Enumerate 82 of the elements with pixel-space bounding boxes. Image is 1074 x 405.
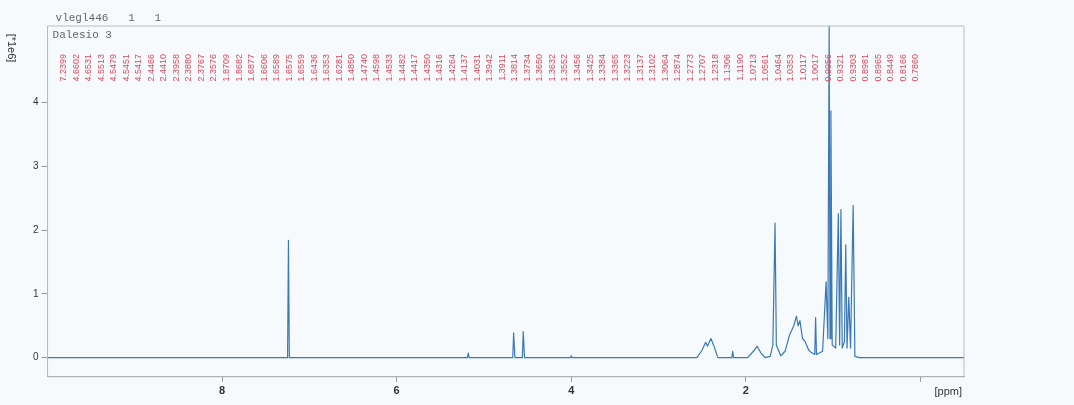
annotation: 1.3102 — [647, 54, 658, 82]
annotation: 1.3384 — [597, 54, 608, 82]
y-axis-title: [*1e6] — [5, 33, 18, 63]
annotation: 1.3942 — [484, 54, 495, 82]
x-tick-label: 4 — [568, 384, 576, 397]
annotation: 4.5417 — [133, 54, 144, 82]
annotation: 1.8709 — [221, 54, 232, 82]
annotation: 1.3223 — [622, 54, 633, 82]
annotation: 1.4350 — [421, 54, 432, 82]
annotation: 1.3365 — [609, 54, 620, 82]
annotation: 0.9956 — [822, 54, 833, 82]
annotation: 2.3767 — [195, 54, 206, 82]
annotation: 1.3911 — [496, 54, 507, 81]
annotation: 7.2399 — [58, 54, 69, 82]
annotation: 1.3137 — [634, 54, 645, 82]
annotation: 1.2318 — [709, 54, 720, 82]
annotation: 1.1190 — [734, 54, 745, 81]
annotation: 2.3576 — [208, 54, 219, 82]
annotation: 1.0353 — [785, 54, 796, 82]
annotation: 0.9321 — [835, 54, 846, 82]
annotation: 2.4410 — [158, 54, 169, 82]
annotation: 4.5513 — [95, 54, 106, 82]
annotation: 1.0464 — [772, 54, 783, 82]
annotation: 1.0117 — [797, 54, 808, 81]
annotation: 1.2707 — [697, 54, 708, 82]
annotation: 2.3880 — [183, 54, 194, 82]
annotation: 1.4740 — [358, 54, 369, 82]
annotation: 1.6877 — [246, 54, 257, 82]
x-axis-title: [ppm] — [934, 384, 962, 397]
x-tick-label: 6 — [393, 384, 400, 397]
annotation: 0.7860 — [910, 54, 921, 82]
annotation: 1.3064 — [659, 54, 670, 82]
annotation: 0.9303 — [847, 54, 858, 82]
annotation: 1.6575 — [283, 54, 294, 82]
x-tick-label: 8 — [219, 384, 226, 397]
x-tick-label: 2 — [742, 384, 749, 397]
annotation: 1.3456 — [572, 54, 583, 82]
chart-subtitle: vlegl446 1 1 — [55, 12, 162, 24]
annotation: 1.4316 — [434, 54, 445, 82]
annotation: 1.4598 — [371, 54, 382, 82]
annotation: 1.4533 — [383, 54, 394, 82]
y-tick-label: 3 — [33, 160, 39, 172]
annotation: 1.0713 — [747, 54, 758, 82]
annotation: 0.8981 — [860, 54, 871, 82]
annotation: 0.8965 — [872, 54, 883, 82]
y-tick-label: 0 — [33, 351, 39, 363]
annotation: 1.3552 — [559, 54, 570, 82]
annotation: 4.5479 — [108, 54, 119, 82]
annotation: 1.4031 — [471, 54, 482, 82]
annotation: 1.6436 — [308, 54, 319, 82]
y-tick-label: 2 — [33, 223, 39, 235]
annotation: 1.6353 — [321, 54, 332, 82]
chart-title: Dalesio 3 — [52, 29, 112, 41]
annotation: 2.4466 — [145, 54, 156, 82]
annotation: 4.6531 — [83, 54, 94, 82]
annotation: 1.3632 — [546, 54, 557, 82]
annotation: 4.5451 — [120, 54, 131, 82]
annotation: 1.1306 — [722, 54, 733, 82]
annotation: 1.4137 — [459, 54, 470, 82]
annotation: 1.2874 — [672, 54, 683, 82]
annotation: 1.6281 — [333, 54, 344, 82]
annotation: 1.3814 — [509, 54, 520, 82]
annotation: 1.4264 — [446, 54, 457, 82]
annotation: 1.4482 — [396, 54, 407, 82]
annotation: 1.3650 — [534, 54, 545, 82]
annotation: 0.8166 — [897, 54, 908, 82]
y-tick-label: 4 — [33, 96, 39, 108]
annotation: 1.6589 — [271, 54, 282, 82]
annotation: 0.8449 — [885, 54, 896, 82]
annotation: 1.6559 — [296, 54, 307, 82]
annotation: 1.3425 — [584, 54, 595, 82]
annotation: 1.3734 — [521, 54, 532, 82]
annotation: 1.2773 — [684, 54, 695, 82]
annotation: 4.6602 — [70, 54, 81, 82]
annotation: 1.4850 — [346, 54, 357, 82]
annotation: 1.4417 — [409, 54, 420, 82]
annotation: 1.6606 — [258, 54, 269, 82]
annotation: 1.0561 — [760, 54, 771, 82]
annotation: 1.0017 — [810, 54, 821, 82]
annotation: 2.3958 — [170, 54, 181, 82]
annotation: 1.8682 — [233, 54, 244, 82]
y-tick-label: 1 — [33, 287, 39, 299]
